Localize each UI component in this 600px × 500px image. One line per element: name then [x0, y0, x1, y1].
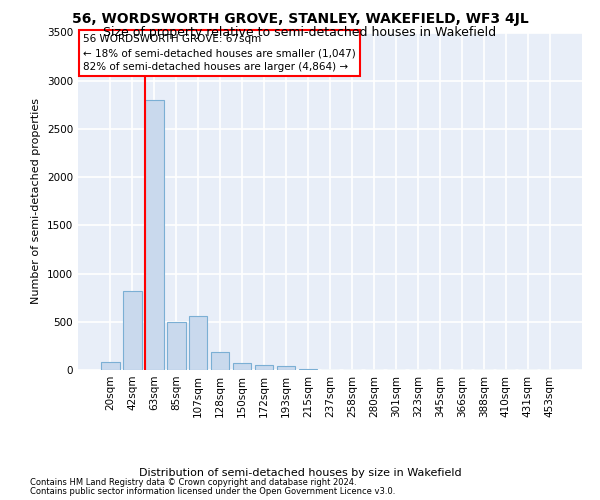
Y-axis label: Number of semi-detached properties: Number of semi-detached properties [31, 98, 41, 304]
Bar [123, 291, 142, 370]
Text: Size of property relative to semi-detached houses in Wakefield: Size of property relative to semi-detach… [103, 26, 497, 39]
Bar [299, 369, 317, 370]
Bar [255, 365, 274, 370]
Bar [167, 322, 185, 370]
Text: 56 WORDSWORTH GROVE: 67sqm
← 18% of semi-detached houses are smaller (1,047)
82%: 56 WORDSWORTH GROVE: 67sqm ← 18% of semi… [83, 34, 356, 72]
Text: Contains public sector information licensed under the Open Government Licence v3: Contains public sector information licen… [30, 486, 395, 496]
Bar [189, 316, 208, 370]
Bar [211, 352, 229, 370]
Text: Distribution of semi-detached houses by size in Wakefield: Distribution of semi-detached houses by … [139, 468, 461, 477]
Text: Contains HM Land Registry data © Crown copyright and database right 2024.: Contains HM Land Registry data © Crown c… [30, 478, 356, 487]
Bar [101, 362, 119, 370]
Bar [233, 363, 251, 370]
Bar [277, 366, 295, 370]
Bar [145, 100, 164, 370]
Text: 56, WORDSWORTH GROVE, STANLEY, WAKEFIELD, WF3 4JL: 56, WORDSWORTH GROVE, STANLEY, WAKEFIELD… [71, 12, 529, 26]
